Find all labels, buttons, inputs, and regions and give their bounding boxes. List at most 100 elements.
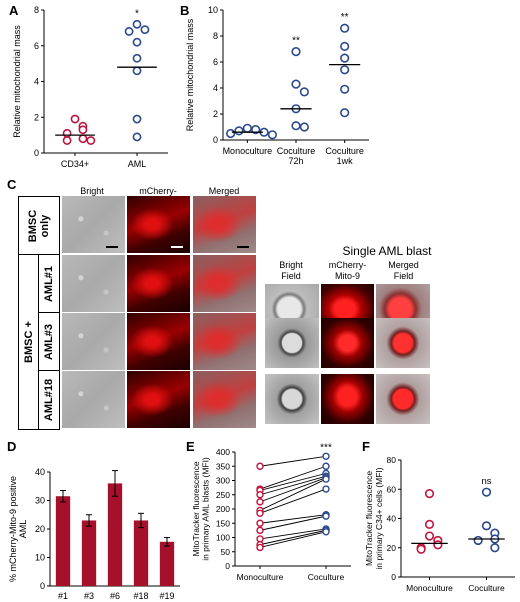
data-point xyxy=(78,134,88,144)
blast-aml3-mcherry xyxy=(321,318,374,368)
bar xyxy=(107,483,123,586)
micrograph-aml3-mcherry xyxy=(127,313,190,370)
pair-line xyxy=(259,488,327,514)
x-tick-label: Monoculture xyxy=(223,146,273,156)
data-point xyxy=(299,122,309,132)
micrograph-aml1-mcherry xyxy=(127,255,190,312)
pair-line xyxy=(259,465,327,490)
panel-label-b: B xyxy=(180,3,190,18)
y-tick-label: 30 xyxy=(35,496,45,506)
y-tick-label: 0 xyxy=(34,148,39,158)
data-point xyxy=(226,128,236,139)
y-axis-label: Relative mitochondrial mass xyxy=(185,18,195,131)
data-point xyxy=(132,132,142,142)
x-tick-label: #6 xyxy=(110,591,120,601)
row-label-aml1: AML#1 xyxy=(38,254,60,314)
micrograph-bmsc-merged xyxy=(193,196,256,253)
data-point-co xyxy=(322,512,330,520)
x-tick-label: Monoculture xyxy=(406,583,453,593)
y-tick-label: 20 xyxy=(387,543,397,553)
data-point xyxy=(132,114,142,124)
y-tick-label: 0 xyxy=(213,135,218,145)
y-tick-label: 2 xyxy=(34,112,39,122)
pair-line xyxy=(259,472,327,491)
data-point xyxy=(70,114,80,124)
data-point xyxy=(291,79,301,89)
blast-aml3-bright xyxy=(265,318,319,368)
micrograph-aml1-bright xyxy=(62,255,125,312)
bar xyxy=(159,541,175,586)
y-tick-label: 300 xyxy=(216,476,230,486)
panel-label-d: D xyxy=(7,439,17,454)
bar xyxy=(55,496,71,586)
micrograph-aml3-bright xyxy=(62,313,125,370)
y-tick-label: 0 xyxy=(40,581,45,591)
y-tick-label: 4 xyxy=(34,77,39,87)
row-label-bmsc-only: BMSC only xyxy=(18,196,60,256)
data-point xyxy=(433,540,443,550)
x-tick-label: Coculture 1wk xyxy=(325,146,364,166)
y-tick-label: 60 xyxy=(387,484,397,494)
data-point-mono xyxy=(256,509,264,517)
data-point xyxy=(340,23,350,33)
blast-aml3-merged xyxy=(376,318,430,368)
data-point xyxy=(140,25,150,35)
bar xyxy=(133,520,149,586)
y-tick-label: 40 xyxy=(387,514,397,524)
y-tick-label: 6 xyxy=(213,57,218,67)
x-tick-label: #3 xyxy=(84,591,94,601)
data-point xyxy=(340,65,350,75)
y-tick-label: 6 xyxy=(34,41,39,51)
y-axis-label: Relative mitochondrial mass xyxy=(12,25,22,138)
y-tick-label: 150 xyxy=(216,518,230,528)
data-point xyxy=(291,121,301,131)
chart-b: 0 2 4 6 8 10 Monoculture Coculture 72h Coculture 1… xyxy=(185,5,369,166)
y-tick-label: 50 xyxy=(221,547,231,557)
y-tick-label: 0 xyxy=(391,572,396,582)
data-point xyxy=(481,521,492,531)
data-point xyxy=(62,136,72,145)
panel-label-e: E xyxy=(186,439,195,454)
significance-label: * xyxy=(135,8,139,19)
data-point-co xyxy=(322,485,330,493)
data-point-mono xyxy=(256,462,264,470)
micrograph-aml3-merged xyxy=(193,313,256,370)
data-point xyxy=(234,126,244,136)
y-tick-label: 400 xyxy=(216,447,230,457)
panel-label-a: A xyxy=(9,3,19,18)
panel-label-c: C xyxy=(7,177,17,192)
data-point xyxy=(424,489,435,499)
data-point xyxy=(132,37,142,47)
x-tick-label: #18 xyxy=(133,591,148,601)
x-tick-label: #1 xyxy=(58,591,68,601)
y-tick-label: 40 xyxy=(35,467,45,477)
data-point-co xyxy=(322,452,330,460)
y-tick-label: 10 xyxy=(35,553,45,563)
data-point xyxy=(86,136,96,145)
micrograph-aml18-mcherry xyxy=(127,371,190,428)
micrograph-bmsc-mcherry xyxy=(127,196,190,253)
significance-label: *** xyxy=(320,442,332,453)
data-point xyxy=(62,128,72,138)
single-blast-title: Single AML blast xyxy=(342,244,432,258)
x-tick-label: Coculture 72h xyxy=(277,146,316,166)
data-point xyxy=(416,544,426,554)
x-tick-label: Monoculture xyxy=(237,572,284,582)
bar xyxy=(81,520,97,586)
x-tick-label: Coculture xyxy=(468,583,505,593)
data-point xyxy=(340,108,350,118)
y-tick-label: 10 xyxy=(208,5,218,15)
data-point xyxy=(299,87,309,97)
pair-line xyxy=(259,515,327,531)
data-point xyxy=(340,53,350,63)
pair-line xyxy=(259,475,327,496)
data-point xyxy=(132,53,142,63)
data-point xyxy=(424,519,435,529)
data-point xyxy=(124,27,134,36)
micrograph-aml18-merged xyxy=(193,371,256,428)
blast-aml18-bright xyxy=(265,374,319,424)
data-point-mono xyxy=(256,491,264,499)
significance-label: ** xyxy=(292,36,300,47)
data-point xyxy=(78,125,88,135)
data-point-mono xyxy=(256,498,264,506)
